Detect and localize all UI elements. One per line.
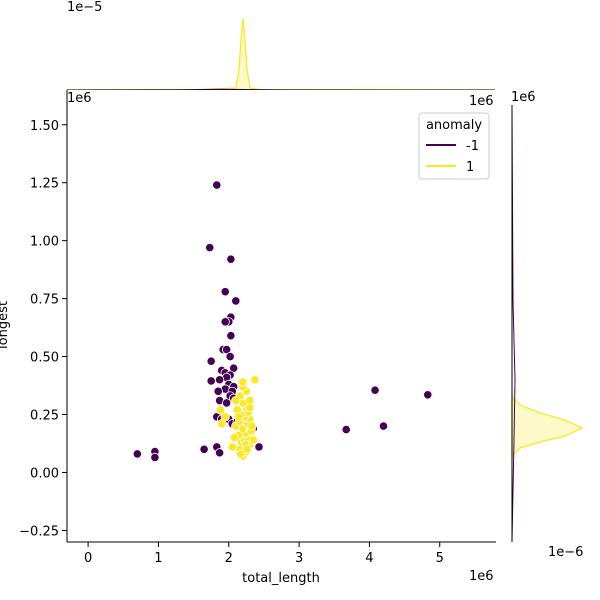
scatter-point-anomaly-neg1	[199, 444, 209, 454]
top-marginal-offset-label: 1e−5	[67, 0, 102, 15]
y-tick-label: 0.75	[30, 293, 59, 308]
scatter-point-anomaly-1	[215, 405, 225, 415]
x-axis-label: total_length	[242, 571, 320, 586]
right-marginal-density-anomaly	[511, 394, 584, 459]
scatter-point-anomaly-neg1	[215, 375, 225, 385]
top-marginal: 1e−5	[66, 0, 496, 91]
scatter-point-anomaly-1	[229, 433, 239, 443]
x-top-offset-label: 1e6	[469, 94, 494, 109]
scatter-point-anomaly-1	[247, 421, 257, 431]
scatter-point-anomaly-neg1	[206, 376, 216, 386]
scatter-point-anomaly-neg1	[423, 390, 433, 400]
scatter-point-anomaly-neg1	[220, 317, 230, 327]
scatter-point-anomaly-1	[242, 444, 252, 454]
scatter-points	[132, 180, 433, 462]
x-tick-label: 0	[84, 551, 92, 566]
y-offset-label: 1e6	[67, 91, 92, 106]
scatter-point-anomaly-neg1	[254, 442, 264, 452]
x-tick-label: 5	[436, 551, 444, 566]
y-tick-label: 1.50	[30, 119, 59, 134]
scatter-point-anomaly-neg1	[215, 448, 225, 458]
scatter-point-anomaly-1	[236, 449, 246, 459]
scatter-point-anomaly-neg1	[341, 424, 351, 435]
top-marginal-density-anomaly	[66, 17, 496, 91]
scatter-point-anomaly-neg1	[212, 180, 222, 190]
right-marginal: 1e6 1e−6	[511, 90, 584, 560]
scatter-point-anomaly-1	[238, 377, 248, 387]
scatter-point-anomaly-1	[234, 412, 244, 422]
scatter-point-anomaly-1	[231, 396, 241, 406]
legend-label-neg1: -1	[466, 139, 479, 154]
legend-label-1: 1	[466, 160, 474, 175]
legend: anomaly -1 1	[418, 112, 490, 180]
x-offset-label: 1e6	[469, 569, 494, 584]
x-tick-label: 4	[365, 551, 373, 566]
scatter-point-anomaly-1	[248, 435, 258, 445]
scatter-point-anomaly-neg1	[220, 287, 230, 297]
x-tick-label: 2	[225, 551, 233, 566]
x-axis-ticks: 0 1 2 3 4 5	[84, 542, 444, 566]
scatter-point-anomaly-1	[250, 375, 260, 385]
scatter-point-anomaly-neg1	[370, 385, 380, 395]
y-tick-label: 0.00	[30, 466, 59, 481]
legend-title: anomaly	[426, 118, 482, 133]
scatter-point-anomaly-neg1	[226, 331, 236, 341]
scatter-point-anomaly-neg1	[226, 254, 236, 264]
scatter-point-anomaly-neg1	[205, 243, 215, 253]
y-axis-label: longest	[0, 301, 11, 349]
right-marginal-density-normal	[511, 109, 516, 543]
main-plot: 0 1 2 3 4 5 −0.25 0.00 0.25 0.50 0.75 1.00 1.25 1.50…	[0, 90, 496, 586]
scatter-point-anomaly-neg1	[378, 421, 389, 431]
x-tick-label: 3	[295, 551, 303, 566]
y-tick-label: 1.25	[30, 177, 59, 192]
y-tick-label: 1.00	[30, 235, 59, 250]
y-axis-ticks: −0.25 0.00 0.25 0.50 0.75 1.00 1.25 1.50	[19, 119, 67, 539]
right-marginal-density-offset-label: 1e−6	[548, 545, 583, 560]
scatter-point-anomaly-1	[220, 412, 230, 422]
scatter-point-anomaly-neg1	[150, 452, 160, 462]
scatter-point-anomaly-neg1	[222, 398, 232, 408]
scatter-point-anomaly-neg1	[213, 386, 223, 396]
right-marginal-offset-label: 1e6	[511, 90, 536, 105]
scatter-point-anomaly-1	[227, 442, 237, 452]
y-tick-label: 0.25	[30, 409, 59, 424]
y-tick-label: 0.50	[30, 351, 59, 366]
scatter-point-anomaly-1	[245, 402, 255, 413]
scatter-point-anomaly-neg1	[231, 296, 241, 306]
x-tick-label: 1	[154, 551, 162, 566]
y-tick-label: −0.25	[19, 524, 59, 539]
scatter-point-anomaly-neg1	[206, 356, 216, 366]
scatter-point-anomaly-neg1	[132, 449, 142, 459]
scatter-point-anomaly-neg1	[225, 351, 235, 362]
